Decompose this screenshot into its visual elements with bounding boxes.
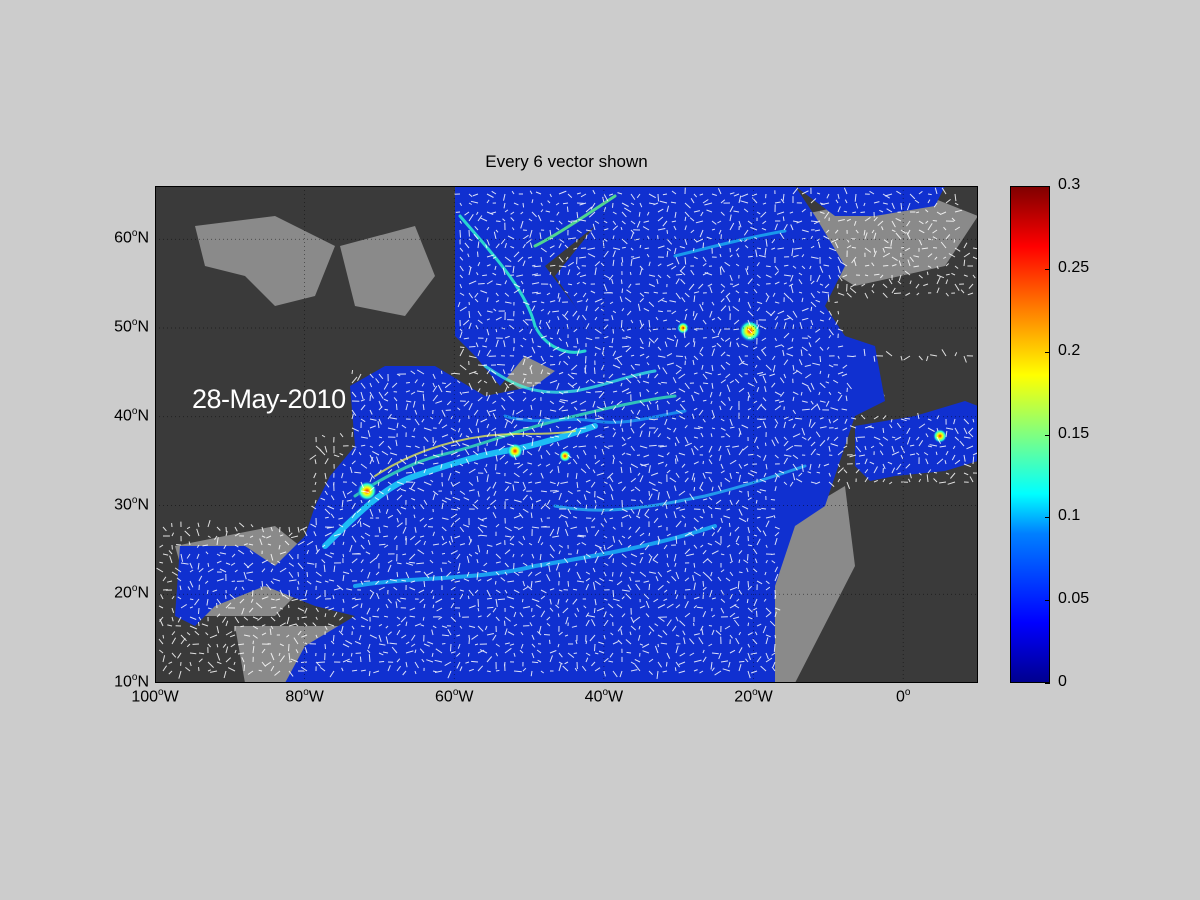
colorbar-tick-mark <box>1045 434 1050 436</box>
lon-tick-label: 20oW <box>734 687 773 706</box>
colorbar-tick-label: 0.25 <box>1058 258 1090 276</box>
colorbar-tick-label: 0.3 <box>1058 176 1081 193</box>
lat-tick-label: 50oN <box>114 317 149 336</box>
date-label: 28-May-2010 <box>192 384 346 414</box>
colorbar-tick-mark <box>1045 268 1050 270</box>
colorbar-tick-label: 0.05 <box>1058 590 1090 608</box>
lon-tick-label: 40oW <box>584 687 624 706</box>
lat-tick-label: 40oN <box>114 405 149 425</box>
colorbar-tick-mark <box>1045 517 1050 519</box>
colorbar-tick-label: 0 <box>1058 673 1067 690</box>
plot-title: Every 6 vector shown <box>485 152 648 171</box>
colorbar-tick-mark <box>1045 600 1050 602</box>
lon-tick-label: 100oW <box>131 687 179 706</box>
velocity-vectors <box>156 187 978 679</box>
lon-tick-label: 60oW <box>435 687 474 706</box>
colorbar-tick-mark <box>1045 683 1050 684</box>
lat-tick-label: 60oN <box>114 228 149 247</box>
map-gridlines <box>155 186 978 683</box>
lat-tick-label: 30oN <box>114 494 149 513</box>
lon-tick-label: 0o <box>895 687 911 706</box>
ocean-current-map <box>155 186 978 683</box>
map-frame <box>155 186 978 683</box>
colorbar-tick-label: 0.1 <box>1058 507 1081 525</box>
colorbar-tick-label: 0.2 <box>1058 341 1081 359</box>
colorbar <box>1010 186 1050 683</box>
lat-tick-label: 20oN <box>114 583 149 602</box>
colorbar-tick-label: 0.15 <box>1058 424 1090 442</box>
colorbar-tick-mark <box>1045 186 1050 187</box>
lon-tick-label: 80oW <box>285 687 324 706</box>
colorbar-tick-mark <box>1045 351 1050 353</box>
lat-tick-label: 10oN <box>114 672 149 691</box>
